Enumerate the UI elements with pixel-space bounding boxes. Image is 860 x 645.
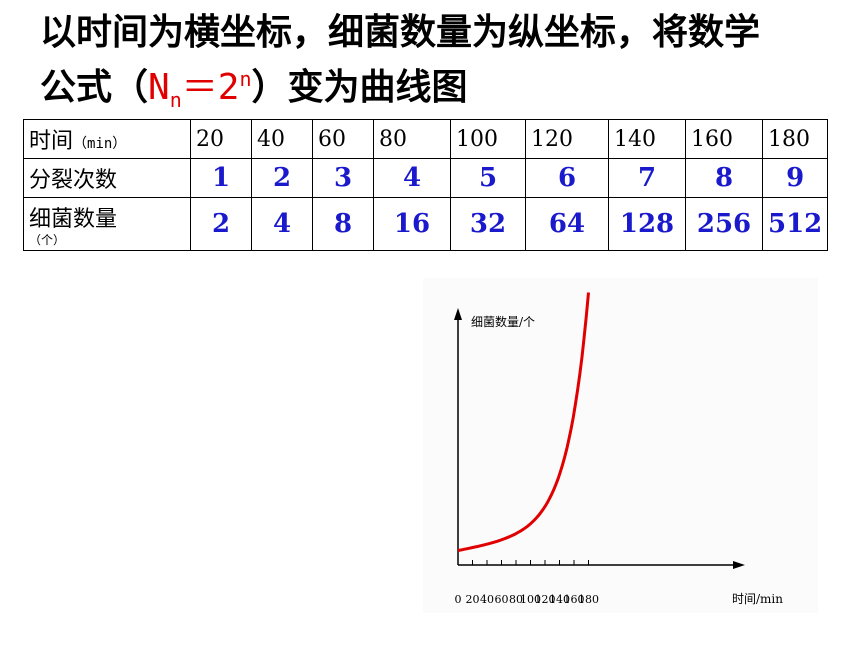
split-cell: 7 <box>608 158 686 198</box>
x-tick-label: 160 <box>564 593 585 606</box>
time-label: 时间 <box>29 129 74 154</box>
split-cell: 5 <box>450 158 526 198</box>
count-cell: 8 <box>312 197 374 251</box>
time-cell: 60 <box>312 119 374 159</box>
time-cell: 120 <box>525 119 609 159</box>
formula: Nn＝2n <box>148 67 252 112</box>
x-tick-label: 140 <box>549 593 570 606</box>
growth-curve <box>457 292 590 552</box>
time-cell: 160 <box>685 119 763 159</box>
formula-base: N <box>148 67 170 108</box>
formula-mid: ＝2 <box>181 67 240 108</box>
time-cell: 140 <box>608 119 686 159</box>
x-tick-label: 20 <box>466 593 480 606</box>
time-cell: 80 <box>373 119 451 159</box>
split-cell: 1 <box>190 158 252 198</box>
split-cell: 8 <box>685 158 763 198</box>
x-axis-label: 时间/min <box>732 592 783 606</box>
count-cell: 64 <box>525 197 609 251</box>
split-cell: 6 <box>525 158 609 198</box>
time-cell: 20 <box>190 119 252 159</box>
split-header: 分裂次数 <box>23 158 191 198</box>
split-cell: 9 <box>761 158 829 198</box>
count-cell: 256 <box>685 197 763 251</box>
count-cell: 128 <box>608 197 686 251</box>
split-cell: 2 <box>251 158 313 198</box>
count-cell: 32 <box>450 197 526 251</box>
count-label: 细菌数量 <box>29 207 118 232</box>
formula-sub: n <box>169 88 182 113</box>
count-unit: （个） <box>29 233 66 247</box>
count-header: 细菌数量 （个） <box>23 197 191 251</box>
split-cell: 4 <box>373 158 451 198</box>
title-suffix: ）变为曲线图 <box>251 67 468 108</box>
data-table: 时间（min） 20 40 60 80 100 120 140 160 180 … <box>23 119 829 251</box>
growth-chart: 细菌数量/个 时间/min 0 20 40 60 80 100 120 140 160 180 <box>423 278 818 613</box>
time-unit: （min） <box>73 136 127 152</box>
x-tick-label: 0 <box>455 593 462 606</box>
count-cell: 4 <box>251 197 313 251</box>
time-cell: 40 <box>251 119 313 159</box>
count-cell: 512 <box>761 197 829 251</box>
title-prefix: 公式（ <box>40 67 149 108</box>
x-tick-label: 100 <box>520 593 541 606</box>
x-tick-label: 60 <box>495 593 509 606</box>
x-tick-label: 180 <box>578 593 599 606</box>
table-row-time: 时间（min） 20 40 60 80 100 120 140 160 180 <box>23 119 829 159</box>
title-line-1: 以时间为横坐标，细菌数量为纵坐标，将数学 <box>40 12 761 53</box>
time-header: 时间（min） <box>23 119 191 159</box>
title-line-2: 公式（Nn＝2n）变为曲线图 <box>40 56 840 123</box>
count-cell: 2 <box>190 197 252 251</box>
table-row-counts: 细菌数量 （个） 2 4 8 16 32 64 128 256 512 <box>23 197 829 251</box>
formula-sup: n <box>239 67 252 91</box>
time-cell: 100 <box>450 119 526 159</box>
x-axis-arrow <box>733 561 745 569</box>
x-tick-label: 40 <box>480 593 494 606</box>
x-tick-label: 80 <box>509 593 523 606</box>
y-axis-label: 细菌数量/个 <box>471 314 535 329</box>
slide-title: 以时间为横坐标，细菌数量为纵坐标，将数学 公式（Nn＝2n）变为曲线图 <box>40 10 840 123</box>
x-tick-label: 120 <box>535 593 556 606</box>
count-cell: 16 <box>373 197 451 251</box>
table-row-splits: 分裂次数 1 2 3 4 5 6 7 8 9 <box>23 158 829 198</box>
y-axis-arrow <box>454 308 462 320</box>
split-cell: 3 <box>312 158 374 198</box>
time-cell: 180 <box>761 119 829 159</box>
